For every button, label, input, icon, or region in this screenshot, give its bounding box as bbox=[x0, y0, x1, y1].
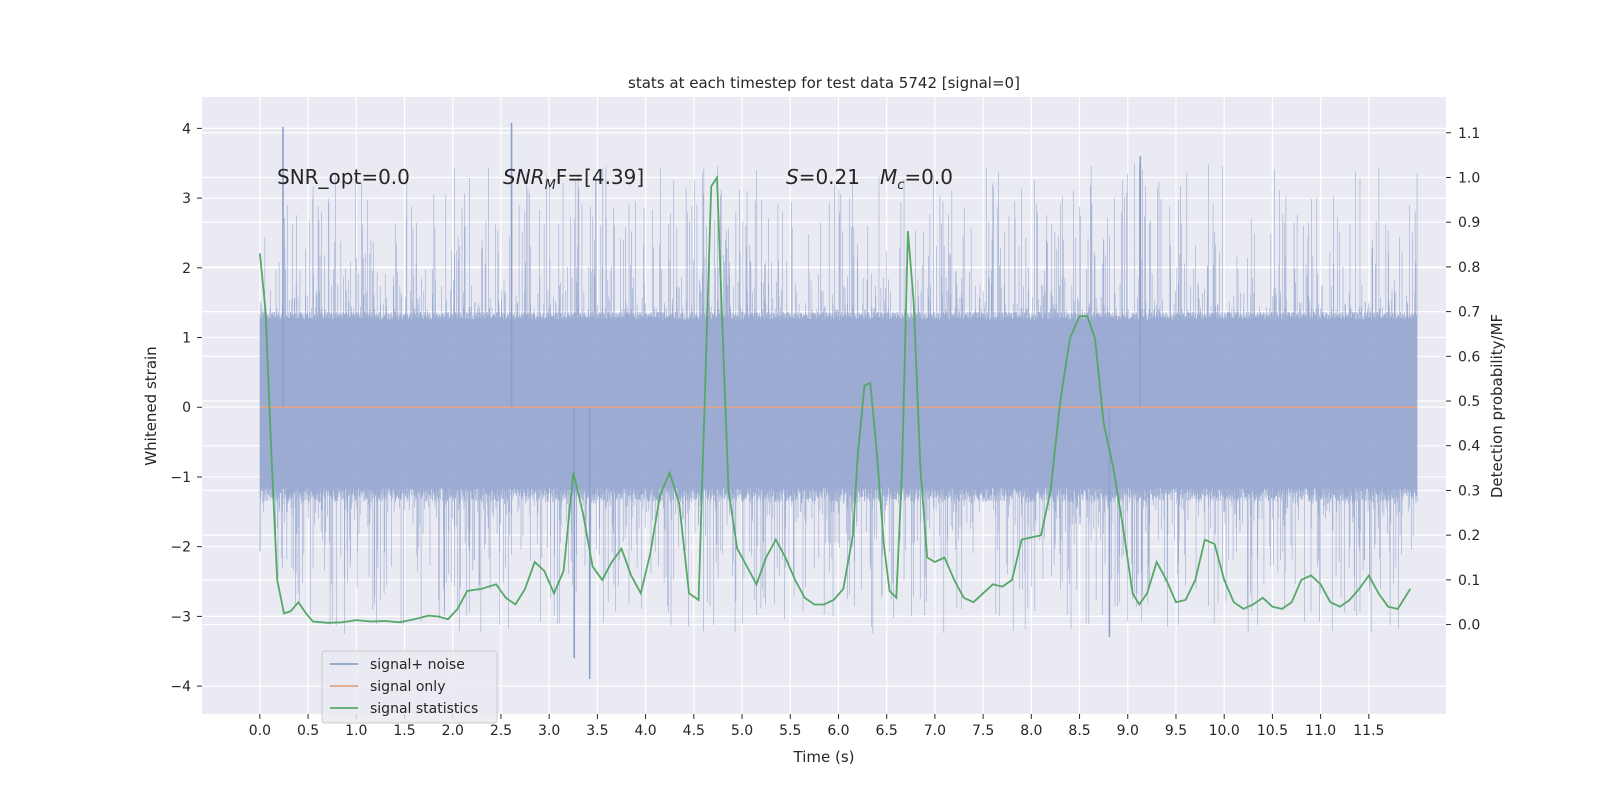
y-right-tick-label: 0.0 bbox=[1458, 618, 1480, 634]
noise-peaks bbox=[282, 122, 1142, 680]
mc-sub: c bbox=[897, 178, 904, 193]
y-left-tick-label: 3 bbox=[182, 191, 191, 207]
x-tick-label: 4.0 bbox=[634, 723, 656, 739]
legend: signal+ noise signal only signal statist… bbox=[321, 650, 498, 724]
annotation-mc: Mc=0.0 bbox=[880, 165, 953, 193]
y-right-tick-label: 0.1 bbox=[1458, 573, 1480, 589]
x-tick-label: 1.5 bbox=[393, 723, 415, 739]
legend-label-signal-statistics: signal statistics bbox=[370, 701, 478, 717]
y-left-tick-label: 1 bbox=[182, 331, 191, 347]
y-left-tick-label: −3 bbox=[170, 609, 191, 625]
x-axis-label: Time (s) bbox=[793, 748, 855, 766]
x-tick-label: 3.0 bbox=[538, 723, 560, 739]
y-right-tick-label: 0.8 bbox=[1458, 260, 1480, 276]
x-tick-label: 7.0 bbox=[924, 723, 946, 739]
x-tick-label: 10.0 bbox=[1209, 723, 1240, 739]
legend-box bbox=[321, 650, 498, 724]
annotation-snr-mf: SNRMF=[4.39] bbox=[503, 165, 644, 193]
chart-title: stats at each timestep for test data 574… bbox=[628, 74, 1020, 92]
y-left-tick-label: 0 bbox=[182, 400, 191, 416]
x-tick-label: 6.0 bbox=[827, 723, 849, 739]
y-right-tick-label: 0.9 bbox=[1458, 215, 1480, 231]
snr-mf-rest: F=[4.39] bbox=[556, 165, 644, 189]
y-right-tick-label: 0.7 bbox=[1458, 305, 1480, 321]
series-signal-statistics bbox=[259, 174, 1412, 624]
x-tick-label: 5.5 bbox=[779, 723, 801, 739]
x-tick-label: 5.0 bbox=[731, 723, 753, 739]
y-left-tick-label: 4 bbox=[182, 121, 191, 137]
x-tick-label: 0.0 bbox=[249, 723, 271, 739]
mc-val: =0.0 bbox=[904, 165, 953, 189]
y-right-tick-label: 1.1 bbox=[1458, 126, 1480, 142]
annotation-s: S=0.21 bbox=[786, 165, 860, 189]
snr-mf-sub: M bbox=[545, 178, 556, 193]
legend-label-signal-only: signal only bbox=[370, 679, 445, 695]
x-tick-label: 10.5 bbox=[1257, 723, 1288, 739]
y-right-tick-label: 0.3 bbox=[1458, 483, 1480, 499]
snr-mf-base: SNR bbox=[503, 165, 545, 189]
annotation-snr-opt: SNR_opt=0.0 bbox=[277, 165, 410, 189]
s-var: S bbox=[786, 165, 799, 189]
y-right-tick-label: 0.4 bbox=[1458, 439, 1480, 455]
x-tick-label: 0.5 bbox=[297, 723, 319, 739]
x-tick-label: 11.5 bbox=[1353, 723, 1384, 739]
y-right-tick-label: 0.2 bbox=[1458, 528, 1480, 544]
y-right-tick-label: 0.5 bbox=[1458, 394, 1480, 410]
x-tick-label: 4.5 bbox=[683, 723, 705, 739]
mc-var: M bbox=[880, 165, 897, 189]
y-right-axis-label: Detection probability/MF bbox=[1488, 314, 1506, 498]
x-tick-label: 9.5 bbox=[1165, 723, 1187, 739]
legend-label-signal-noise: signal+ noise bbox=[370, 657, 465, 673]
s-val: =0.21 bbox=[799, 165, 860, 189]
y-left-tick-label: −2 bbox=[170, 540, 191, 556]
x-tick-label: 1.0 bbox=[345, 723, 367, 739]
y-left-tick-label: −1 bbox=[170, 470, 191, 486]
x-tick-label: 8.0 bbox=[1020, 723, 1042, 739]
y-left-tick-label: −4 bbox=[170, 679, 191, 695]
x-tick-label: 3.5 bbox=[586, 723, 608, 739]
x-tick-label: 11.0 bbox=[1305, 723, 1336, 739]
x-tick-label: 2.0 bbox=[442, 723, 464, 739]
x-tick-label: 9.0 bbox=[1117, 723, 1139, 739]
y-right-tick-label: 1.0 bbox=[1458, 170, 1480, 186]
y-right-axis-ticks: 1.1 1.0 0.9 0.8 0.7 0.6 0.5 0.4 0.3 0.2 0.1 0.0 bbox=[1446, 126, 1480, 634]
x-tick-label: 8.5 bbox=[1068, 723, 1090, 739]
x-axis-ticks: 0.0 0.5 1.0 1.5 2.0 2.5 3.0 3.5 4.0 4.5 5.0 5.5 6.0 6… bbox=[249, 714, 1384, 739]
x-tick-label: 6.5 bbox=[876, 723, 898, 739]
x-tick-label: 7.5 bbox=[972, 723, 994, 739]
y-right-tick-label: 0.6 bbox=[1458, 349, 1480, 365]
y-left-axis-ticks: 4 3 2 1 0 −1 −2 −3 −4 bbox=[170, 121, 202, 695]
x-tick-label: 2.5 bbox=[490, 723, 512, 739]
y-left-axis-label: Whitened strain bbox=[142, 346, 160, 465]
y-left-tick-label: 2 bbox=[182, 261, 191, 277]
